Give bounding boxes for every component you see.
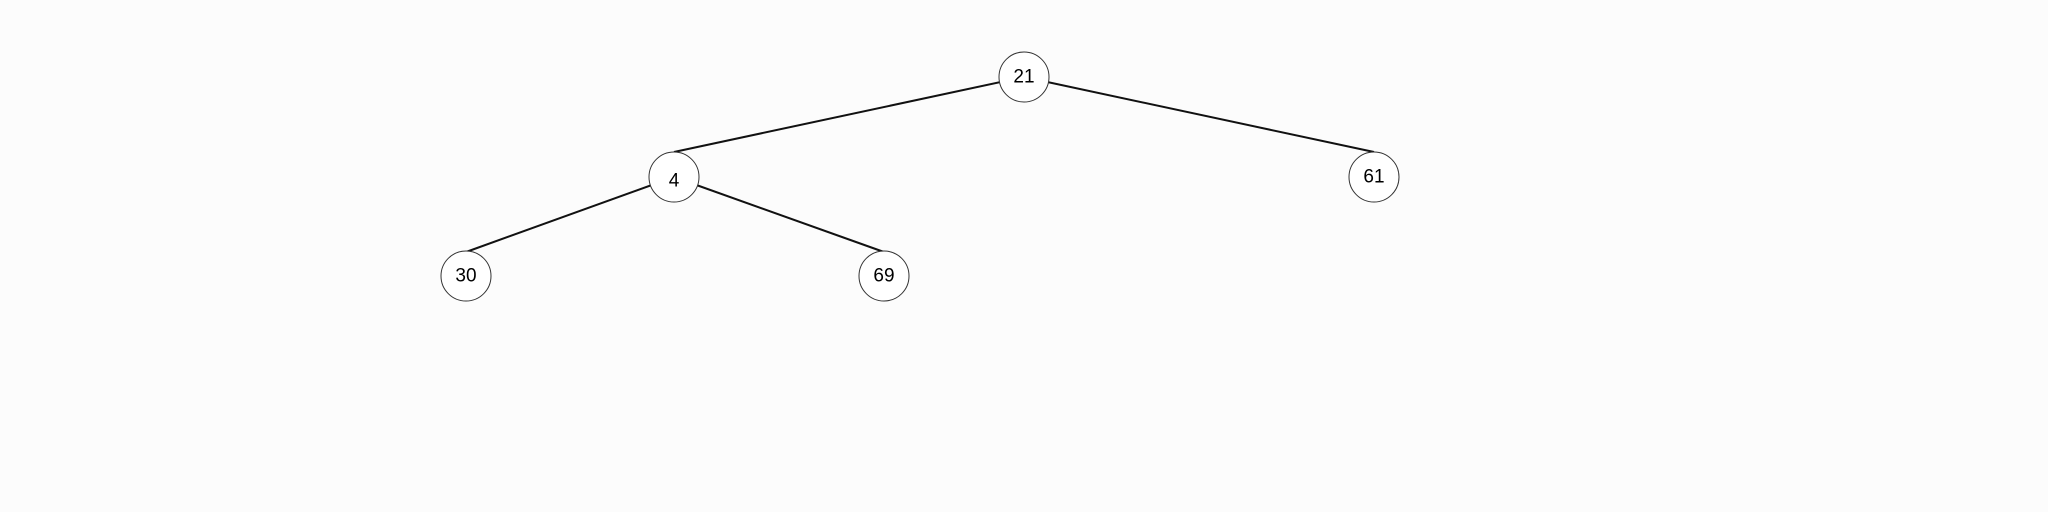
edge-4-30: [465, 176, 675, 253]
edge-21-61: [1023, 76, 1375, 153]
edges-layer: [465, 76, 1375, 253]
nodes-layer: 21 4 61 30 69: [440, 51, 1400, 302]
node-circle: [998, 51, 1050, 103]
node-circle: [1348, 151, 1400, 203]
node-label: 61: [1363, 167, 1384, 188]
node-circle: [858, 250, 910, 302]
tree-node-61: 61: [1348, 151, 1400, 203]
node-label: 4: [669, 171, 680, 192]
node-label: 30: [455, 266, 476, 287]
tree-node-21: 21: [998, 51, 1050, 103]
tree-node-4: 4: [648, 151, 700, 203]
tree-node-69: 69: [858, 250, 910, 302]
node-label: 69: [873, 266, 894, 287]
node-label: 21: [1013, 67, 1034, 88]
tree-node-30: 30: [440, 250, 492, 302]
edge-21-4: [673, 76, 1025, 153]
node-circle: [648, 151, 700, 203]
node-circle: [440, 250, 492, 302]
edge-4-69: [673, 176, 885, 253]
